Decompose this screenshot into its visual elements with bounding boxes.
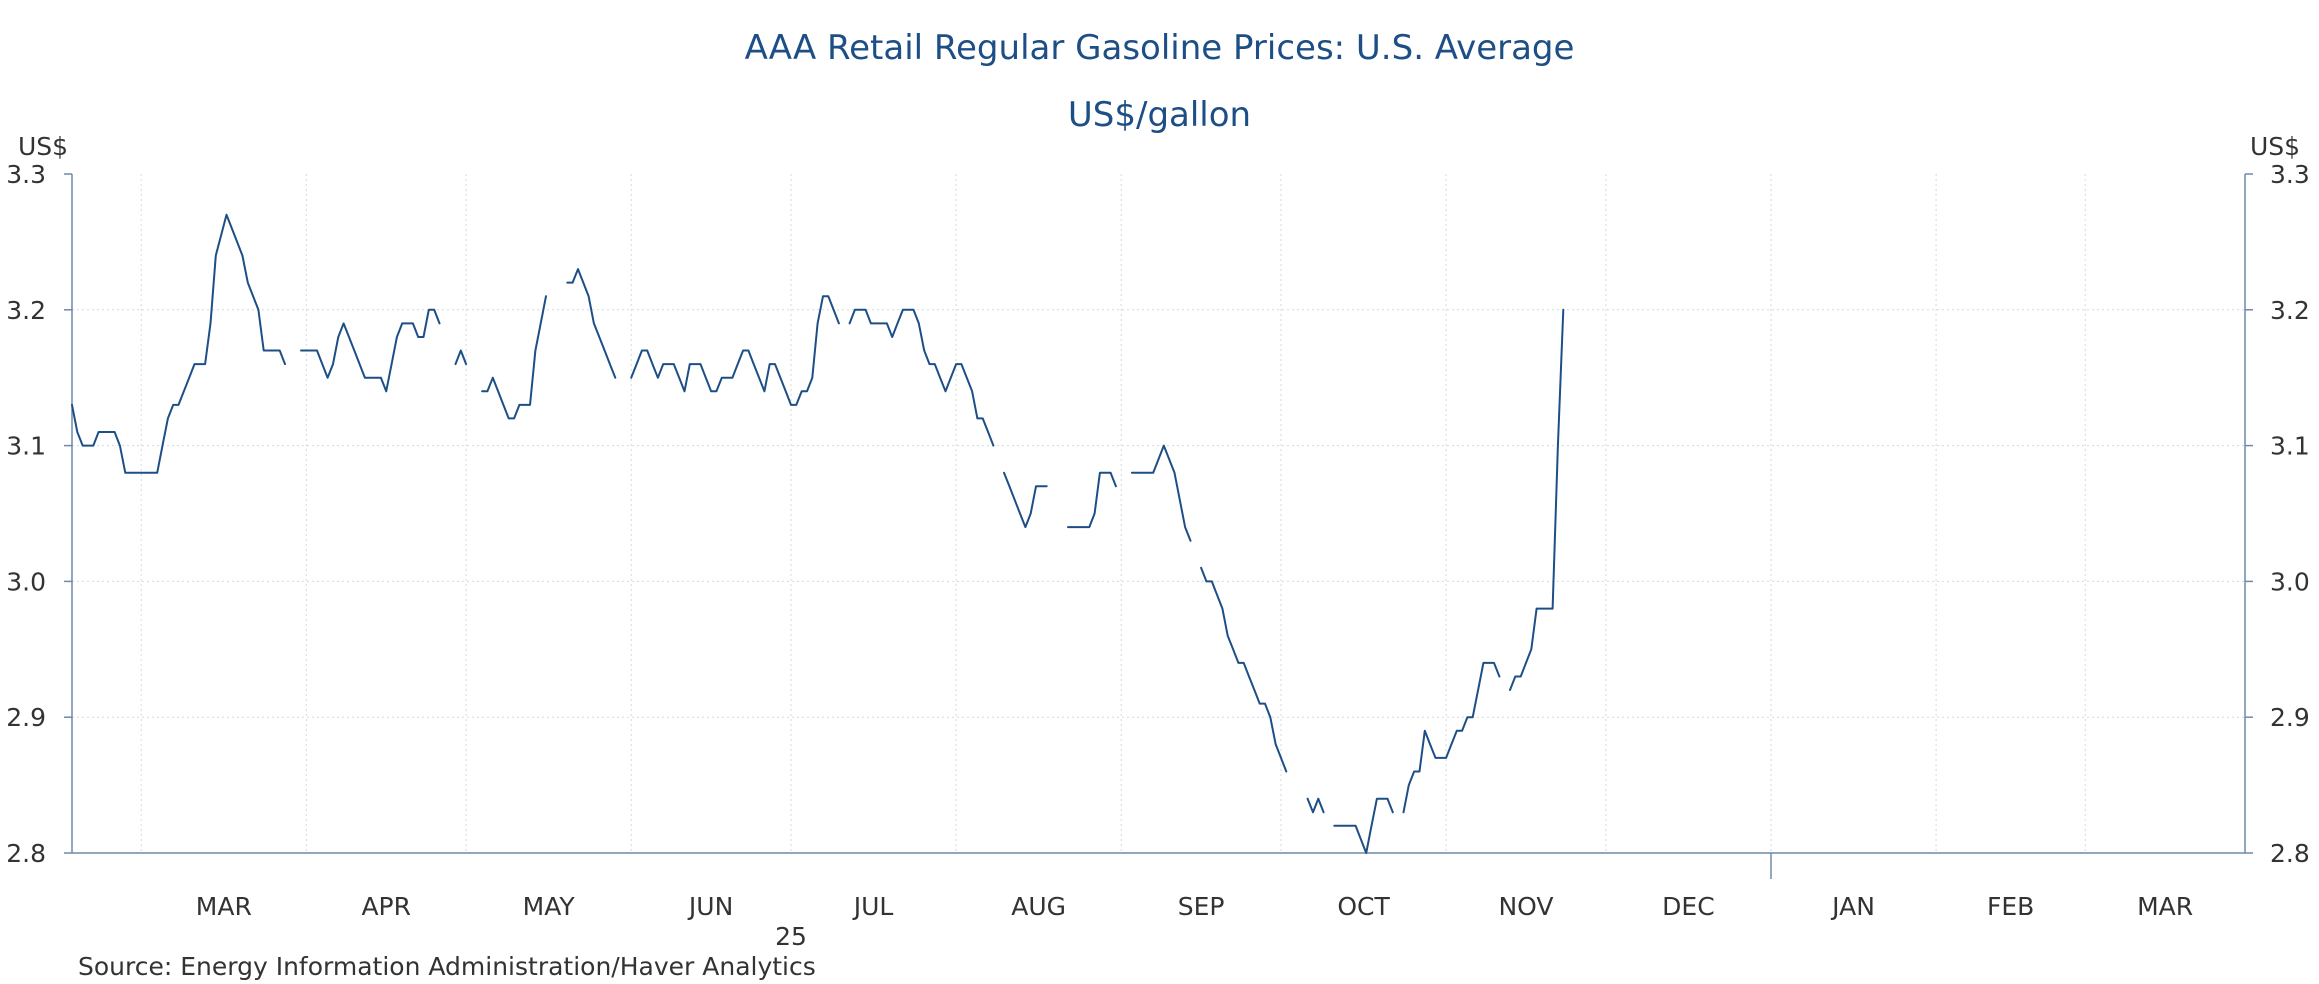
- month-tick-label: JUL: [852, 892, 894, 921]
- chart-title: AAA Retail Regular Gasoline Prices: U.S.…: [744, 28, 1575, 68]
- y-tick-label-right: 3.1: [2270, 432, 2310, 461]
- month-tick-label: APR: [361, 892, 411, 921]
- grid-layer: [72, 174, 2245, 853]
- y-tick-label-left: 2.8: [6, 839, 46, 868]
- year-label: 25: [775, 922, 807, 951]
- series-layer: [71, 213, 1565, 854]
- month-tick-label: OCT: [1337, 892, 1390, 921]
- y-tick-label-left: 3.1: [6, 432, 46, 461]
- price-line-segment: [481, 295, 547, 420]
- y-tick-label-left: 3.0: [6, 567, 46, 596]
- price-line-segment: [300, 308, 441, 393]
- y-tick-label-right: 3.3: [2270, 160, 2310, 189]
- price-line-segment: [566, 268, 617, 379]
- month-tick-label: JAN: [1830, 892, 1875, 921]
- month-tick-label: MAY: [523, 892, 576, 921]
- price-line-segment: [1402, 661, 1501, 814]
- chart-subtitle: US$/gallon: [1067, 95, 1252, 135]
- y-axis-unit-left: US$: [18, 132, 69, 161]
- y-tick-label-left: 2.9: [6, 703, 46, 732]
- source-note: Source: Energy Information Administratio…: [78, 952, 816, 981]
- price-line-segment: [1067, 471, 1117, 529]
- label-layer: 2.8 2.8 2.9 2.9 3.0 3.0 3.1 3.1 3.2 3.2 3.3 3.3 MAR A…: [6, 160, 2310, 951]
- price-line-segment: [454, 349, 468, 366]
- month-tick-label: MAR: [2137, 892, 2193, 921]
- y-tick-label-right: 2.9: [2270, 703, 2310, 732]
- month-tick-label: NOV: [1498, 892, 1553, 921]
- price-line-segment: [1333, 797, 1394, 854]
- price-line-segment: [1130, 444, 1192, 542]
- price-line-segment: [1200, 566, 1288, 773]
- y-tick-label-right: 2.8: [2270, 839, 2310, 868]
- month-tick-label: SEP: [1178, 892, 1225, 921]
- price-line-segment: [71, 213, 286, 474]
- price-line-segment: [848, 308, 995, 447]
- price-line-segment: [1509, 308, 1565, 691]
- month-tick-label: AUG: [1011, 892, 1066, 921]
- axis-layer: [64, 173, 2253, 879]
- month-tick-label: FEB: [1987, 892, 2034, 921]
- y-tick-label-right: 3.2: [2270, 296, 2310, 325]
- price-line-segment: [1003, 471, 1048, 529]
- month-tick-label: MAR: [196, 892, 252, 921]
- y-tick-label-left: 3.3: [6, 160, 46, 189]
- month-tick-label: DEC: [1662, 892, 1715, 921]
- y-axis-unit-right: US$: [2250, 132, 2301, 161]
- month-tick-label: JUN: [687, 892, 733, 921]
- y-tick-label-left: 3.2: [6, 296, 46, 325]
- y-tick-label-right: 3.0: [2270, 567, 2310, 596]
- price-line-segment: [630, 295, 840, 406]
- price-line-segment: [1306, 797, 1325, 814]
